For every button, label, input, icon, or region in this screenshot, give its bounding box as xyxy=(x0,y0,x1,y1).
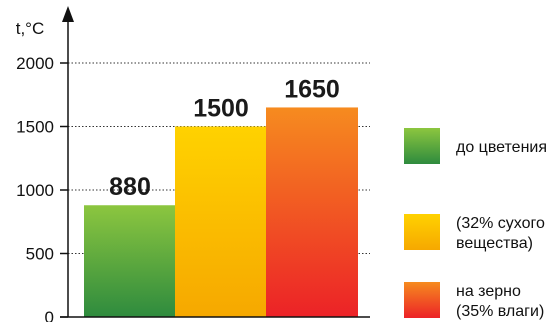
y-tick-label: 500 xyxy=(26,245,54,264)
y-tick-labels: 0 500 1000 1500 2000 xyxy=(16,54,54,322)
y-axis-arrow xyxy=(62,6,74,22)
data-label-2: 1500 xyxy=(193,95,249,123)
bar-2 xyxy=(175,126,267,317)
legend-label-1: до цветения xyxy=(456,139,547,156)
legend-label-2: вещества) xyxy=(456,235,533,252)
legend-swatch-3 xyxy=(404,282,440,318)
legend: до цветения (32% сухого вещества) на зерно (… xyxy=(404,128,547,320)
legend-label-3: (35% влаги) xyxy=(456,303,544,320)
y-tick-label: 1000 xyxy=(16,181,54,200)
legend-swatch-1 xyxy=(404,128,440,164)
legend-label-3: на зерно xyxy=(456,283,521,300)
bars xyxy=(84,107,358,317)
y-axis-title: t,°C xyxy=(16,19,45,38)
y-tick-label: 2000 xyxy=(16,54,54,73)
bar-1 xyxy=(84,205,176,317)
legend-label-2: (32% сухого xyxy=(456,215,545,232)
data-labels: 880 1500 1650 xyxy=(109,75,340,201)
axes xyxy=(60,6,370,318)
bar-3 xyxy=(266,107,358,317)
y-tick-label: 0 xyxy=(45,308,54,322)
data-label-3: 1650 xyxy=(284,75,340,103)
legend-swatch-2 xyxy=(404,214,440,250)
y-tick-label: 1500 xyxy=(16,118,54,137)
data-label-1: 880 xyxy=(109,173,151,201)
